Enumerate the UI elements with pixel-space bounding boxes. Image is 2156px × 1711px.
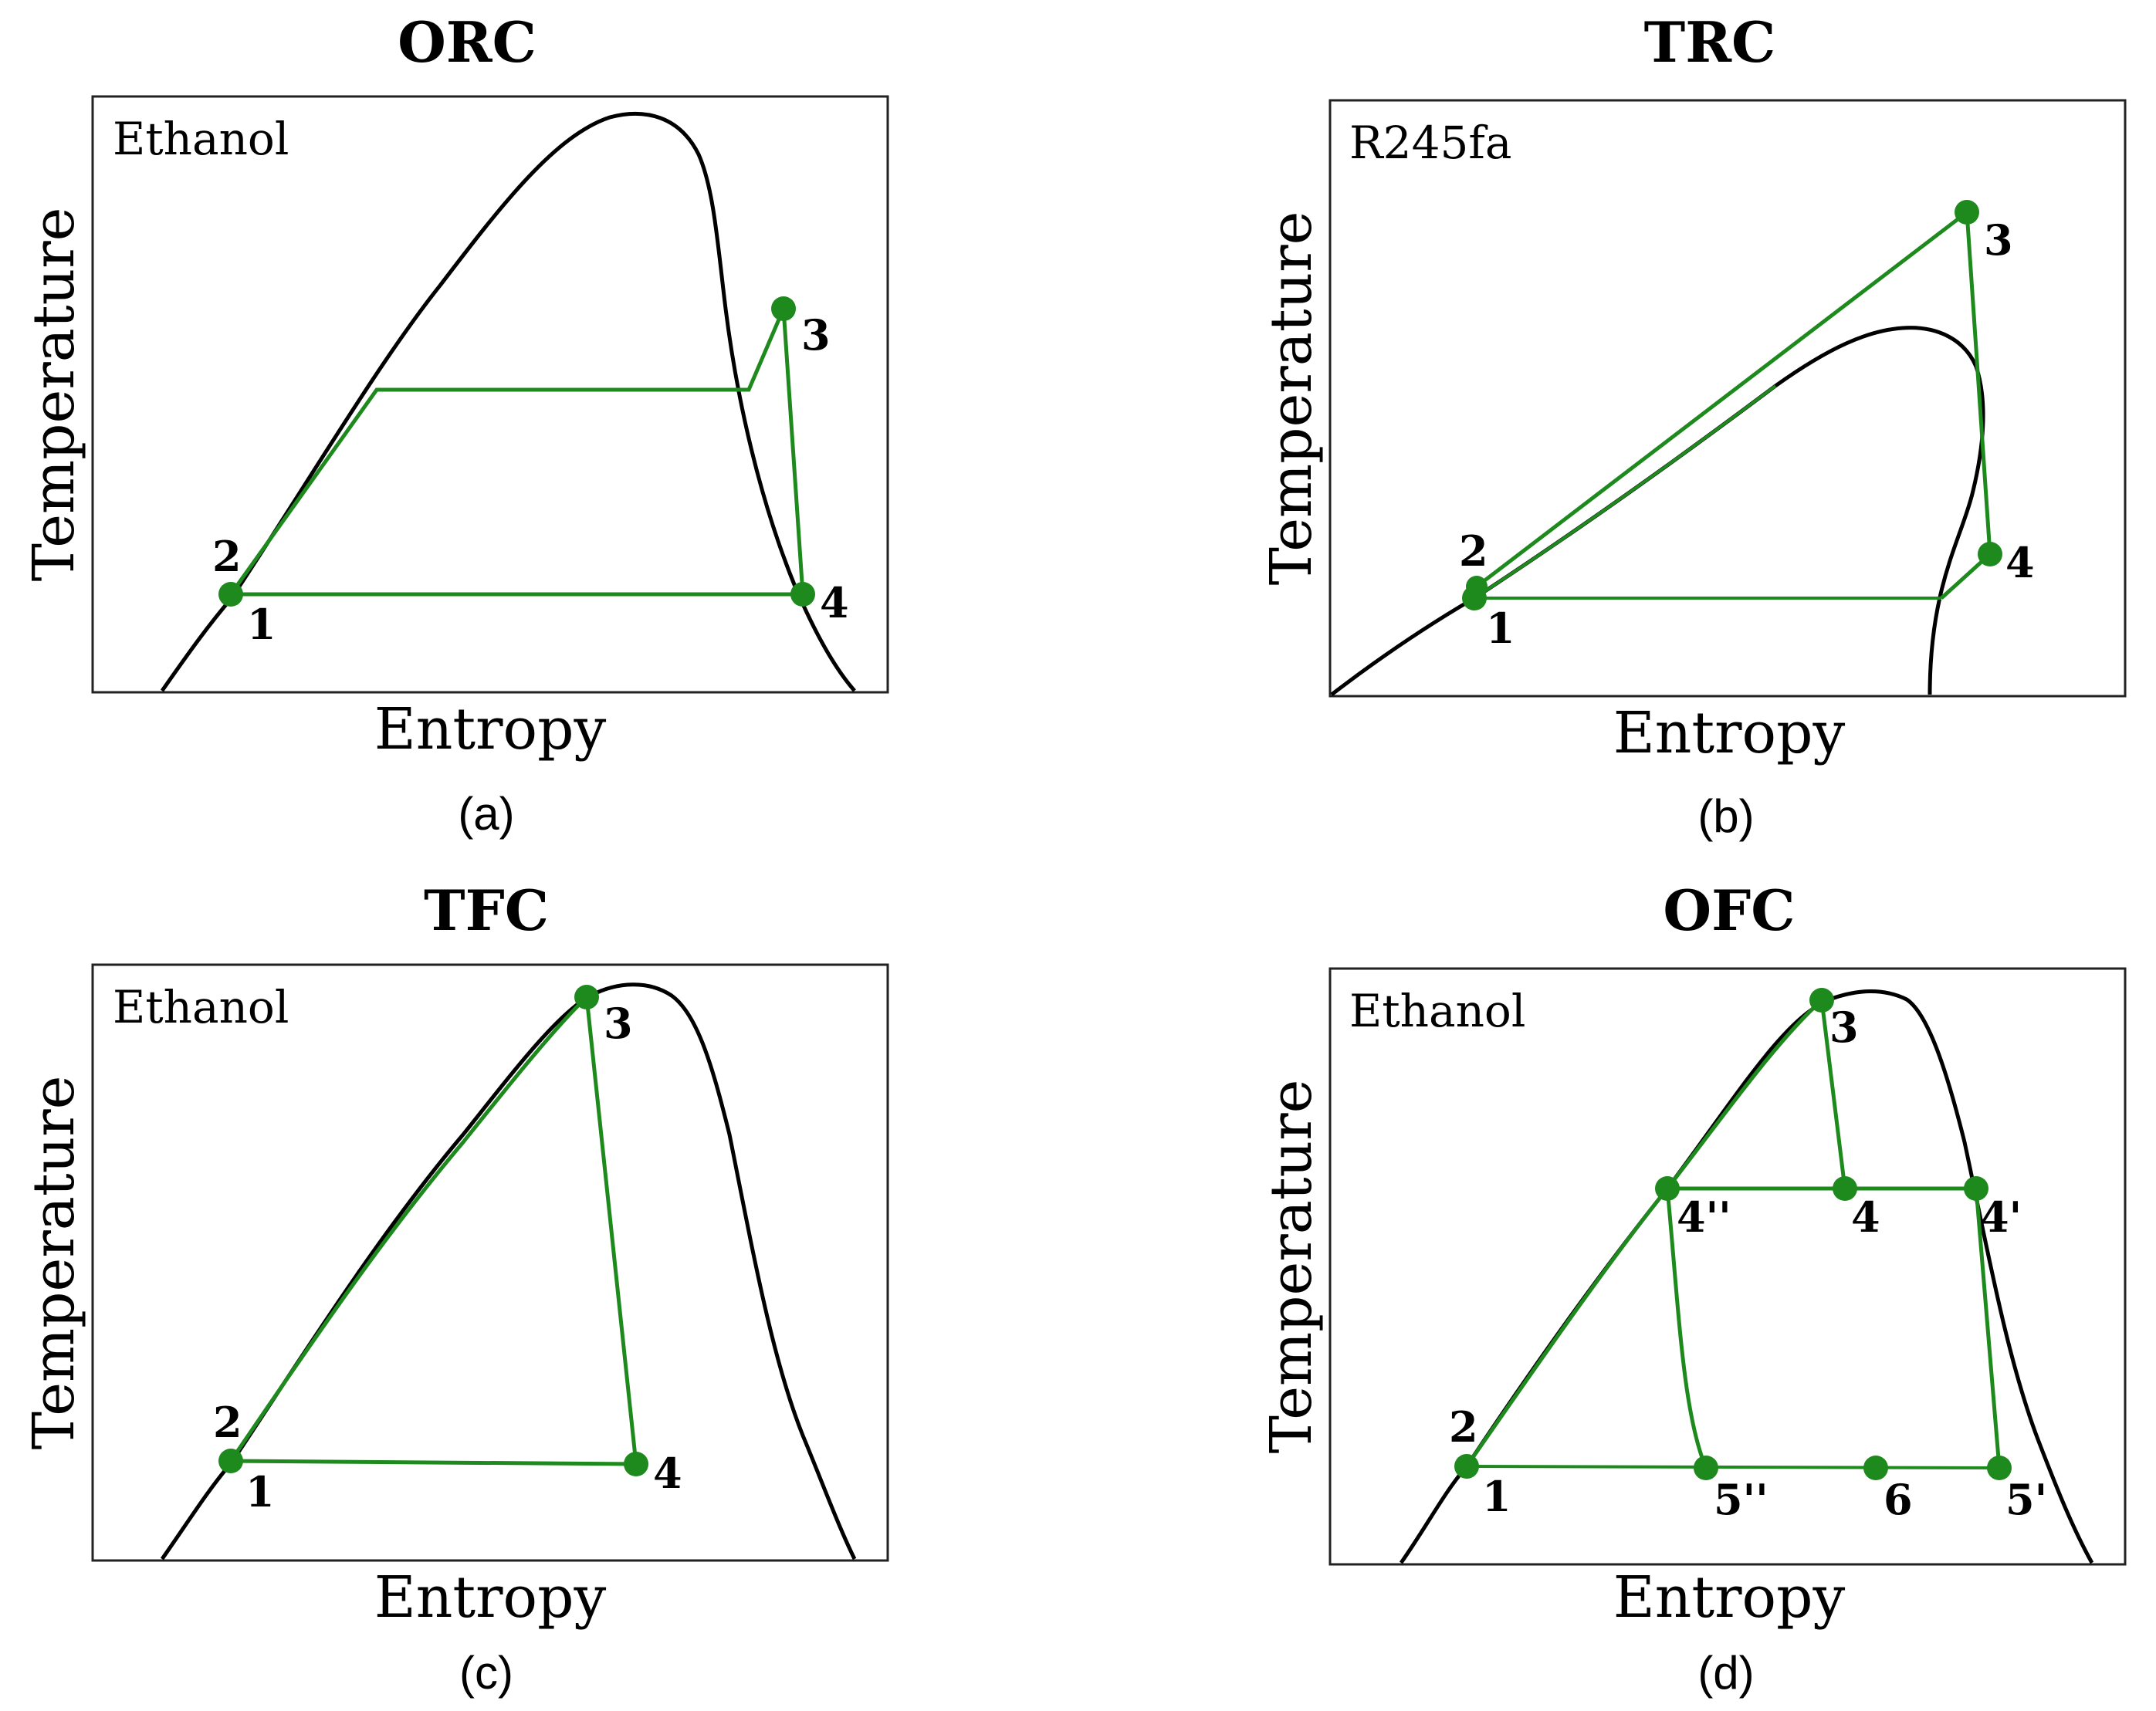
fluid-label: Ethanol bbox=[1349, 985, 1525, 1037]
point-label-4-double-prime: 4'' bbox=[1677, 1192, 1731, 1242]
fluid-label: R245fa bbox=[1349, 117, 1511, 169]
panel-ofc: OFC 1 2 3 4 4'' 4' 5'' 6 5' Ethanol Entr… bbox=[1258, 877, 2127, 1699]
panel-orc: ORC 1 2 3 4 Ethanol Entropy Temperature … bbox=[21, 9, 889, 840]
state-point-5-double-prime bbox=[1694, 1456, 1718, 1480]
cycle-path bbox=[1464, 999, 2002, 1469]
plot-frame bbox=[1328, 967, 2127, 1566]
x-axis-label: Entropy bbox=[1613, 700, 1846, 766]
y-axis-label: Temperature bbox=[1258, 211, 1325, 586]
y-axis-label: Temperature bbox=[21, 1076, 87, 1450]
saturation-dome bbox=[1330, 326, 1985, 696]
state-point-4-prime bbox=[1964, 1176, 1988, 1201]
fluid-label: Ethanol bbox=[113, 113, 289, 165]
state-point-4-double-prime bbox=[1655, 1176, 1680, 1201]
x-axis-label: Entropy bbox=[1613, 1564, 1846, 1631]
point-label-4: 4 bbox=[820, 578, 849, 627]
panel-title: TFC bbox=[424, 877, 549, 943]
point-label-1: 1 bbox=[1486, 604, 1515, 653]
point-label-1: 1 bbox=[245, 1467, 275, 1517]
plot-frame bbox=[91, 963, 889, 1562]
point-label-5-prime: 5' bbox=[2005, 1475, 2047, 1524]
point-label-2: 2 bbox=[213, 1398, 242, 1447]
state-point-5-prime bbox=[1987, 1456, 2012, 1480]
point-label-4: 4 bbox=[2005, 538, 2035, 587]
panel-caption: (b) bbox=[1697, 790, 1754, 842]
point-label-6: 6 bbox=[1884, 1475, 1913, 1524]
y-axis-label: Temperature bbox=[21, 208, 87, 582]
state-point-1-2 bbox=[1454, 1454, 1479, 1479]
point-label-4: 4 bbox=[1851, 1192, 1880, 1242]
state-point-6 bbox=[1863, 1456, 1888, 1480]
state-point-3 bbox=[771, 296, 796, 321]
point-label-4-prime: 4' bbox=[1980, 1192, 2022, 1242]
plot-frame bbox=[91, 95, 889, 694]
cycle-path bbox=[227, 308, 805, 597]
state-point-4 bbox=[1833, 1176, 1857, 1201]
fluid-label: Ethanol bbox=[113, 981, 289, 1033]
panel-caption: (a) bbox=[458, 788, 514, 840]
state-point-1-2 bbox=[218, 582, 243, 607]
state-point-4 bbox=[1978, 542, 2002, 566]
panel-caption: (d) bbox=[1697, 1647, 1754, 1699]
x-axis-label: Entropy bbox=[374, 1564, 607, 1631]
panel-trc: TRC 1 2 3 4 R245fa Entropy Temperature (… bbox=[1258, 9, 2127, 842]
point-label-4: 4 bbox=[653, 1449, 682, 1498]
plot-frame bbox=[1328, 99, 2127, 698]
state-point-2 bbox=[1466, 576, 1488, 597]
panel-tfc: TFC 1 2 3 4 Ethanol Entropy Temperature … bbox=[21, 877, 889, 1699]
cycle-path bbox=[1472, 208, 1992, 600]
state-point-1-2 bbox=[218, 1449, 243, 1473]
point-label-1: 1 bbox=[1482, 1472, 1511, 1521]
point-label-1: 1 bbox=[247, 600, 276, 649]
point-label-3: 3 bbox=[1984, 215, 2013, 265]
state-point-4 bbox=[624, 1452, 648, 1476]
state-point-4 bbox=[790, 582, 815, 607]
panel-title: OFC bbox=[1663, 877, 1795, 943]
point-label-5-double-prime: 5'' bbox=[1714, 1475, 1768, 1524]
point-label-2: 2 bbox=[1449, 1402, 1478, 1452]
point-label-3: 3 bbox=[604, 999, 633, 1048]
state-point-3 bbox=[1809, 988, 1834, 1013]
state-point-3 bbox=[1955, 200, 1979, 225]
point-label-2: 2 bbox=[1459, 526, 1488, 576]
x-axis-label: Entropy bbox=[374, 696, 607, 763]
point-label-2: 2 bbox=[212, 532, 242, 581]
state-point-3 bbox=[574, 985, 599, 1009]
point-label-3: 3 bbox=[801, 310, 831, 360]
cycle-path bbox=[227, 992, 638, 1466]
panel-caption: (c) bbox=[459, 1647, 513, 1699]
panel-title: TRC bbox=[1644, 9, 1776, 75]
point-label-3: 3 bbox=[1829, 1003, 1859, 1052]
y-axis-label: Temperature bbox=[1258, 1080, 1325, 1454]
panel-title: ORC bbox=[398, 9, 536, 75]
